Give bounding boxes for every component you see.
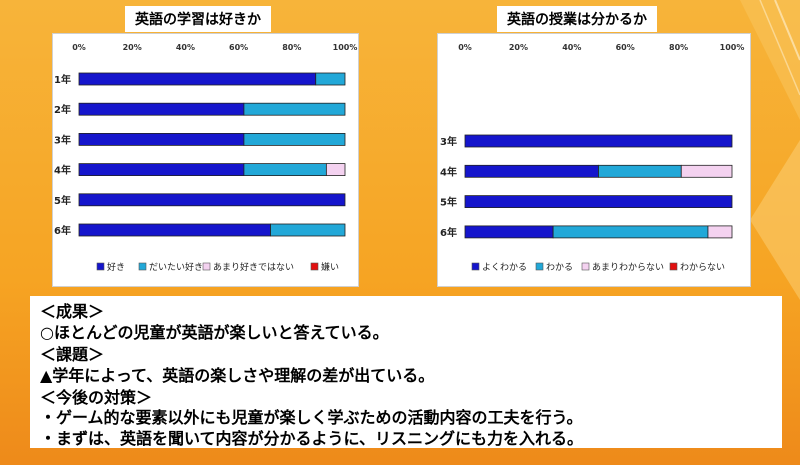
issue-item: ▲学年によって、英語の楽しさや理解の差が出ている。 (40, 366, 435, 385)
category-label: 4年 (54, 164, 71, 177)
x-tick-label: 0% (458, 43, 472, 52)
chart-understand-english-panel: 0% 20% 40% 60% 80% 100% 3年 4年 5年 6年よくわかる わかる あまりわから… (437, 33, 751, 287)
legend-label: 嫌い (321, 261, 339, 273)
bar-segment (78, 163, 245, 177)
x-tick-label: 20% (509, 43, 528, 52)
plan-heading: ＜今後の対策＞ (40, 388, 153, 407)
legend-swatch (202, 262, 211, 271)
legend-swatch (581, 262, 590, 271)
category-label: 2年 (54, 103, 71, 116)
legend-swatch (310, 262, 319, 271)
bar-segment (552, 225, 709, 239)
chart-like-english-panel: 0% 20% 40% 60% 80% 100% 1年 2年 3年 4年 5年 6年好き だいたい好き あま… (52, 33, 359, 287)
bar-segment (270, 223, 346, 237)
chart-title-understand: 英語の授業は分かるか (497, 6, 657, 32)
result-heading: ＜成果＞ (40, 302, 105, 321)
bar-segment (464, 225, 554, 239)
x-tick-label: 60% (229, 43, 248, 52)
bar-segment (243, 102, 346, 116)
x-tick-label: 100% (720, 43, 745, 52)
category-label: 1年 (54, 73, 71, 86)
x-tick-label: 100% (333, 43, 358, 52)
category-label: 5年 (440, 196, 457, 209)
legend-swatch (669, 262, 678, 271)
bar-segment (464, 195, 733, 209)
chart-title-like: 英語の学習は好きか (125, 6, 271, 32)
x-tick-label: 40% (176, 43, 195, 52)
legend-label: あまり好きではない (213, 261, 294, 273)
bar-segment (315, 72, 346, 86)
category-label: 3年 (54, 133, 71, 146)
legend-swatch (138, 262, 147, 271)
legend-label: あまりわからない (592, 262, 664, 273)
legend-label: よくわかる (482, 262, 527, 273)
bar-segment (78, 102, 245, 116)
x-tick-label: 20% (123, 43, 142, 52)
x-tick-label: 80% (669, 43, 688, 52)
bar-segment (707, 225, 733, 239)
issue-heading: ＜課題＞ (40, 345, 105, 364)
category-label: 5年 (54, 194, 71, 207)
plan-item-1: ・ゲーム的な要素以外にも児童が楽しく学ぶための活動内容の工夫を行う。 (40, 408, 583, 427)
bar-segment (680, 164, 733, 178)
bar-segment (325, 163, 346, 177)
legend-label: 好き (107, 261, 125, 273)
legend-label: だいたい好き (149, 261, 203, 273)
x-tick-label: 0% (72, 43, 86, 52)
legend-swatch (96, 262, 105, 271)
legend-swatch (535, 262, 544, 271)
bar-segment (78, 72, 317, 86)
category-label: 4年 (440, 165, 457, 178)
category-label: 3年 (440, 135, 457, 148)
bar-segment (464, 164, 599, 178)
x-tick-label: 40% (562, 43, 581, 52)
category-label: 6年 (54, 224, 71, 237)
x-tick-label: 80% (282, 43, 301, 52)
bar-segment (78, 193, 346, 207)
bar-segment (78, 223, 271, 237)
x-tick-label: 60% (616, 43, 635, 52)
result-item: ○ほとんどの児童が英語が楽しいと答えている。 (40, 323, 389, 342)
plan-item-2: ・まずは、英語を聞いて内容が分かるように、リスニングにも力を入れる。 (40, 429, 584, 448)
bar-segment (598, 164, 682, 178)
category-label: 6年 (440, 226, 457, 239)
legend-swatch (471, 262, 480, 271)
bar-segment (464, 134, 733, 148)
bar-segment (78, 133, 245, 146)
legend-label: わからない (680, 262, 725, 273)
legend-label: わかる (546, 262, 573, 273)
decorative-stripes (740, 0, 800, 300)
bar-segment (243, 133, 346, 146)
bar-segment (243, 163, 327, 177)
notes-box: ＜成果＞ ○ほとんどの児童が英語が楽しいと答えている。 ＜課題＞ ▲学年によって… (30, 296, 782, 448)
